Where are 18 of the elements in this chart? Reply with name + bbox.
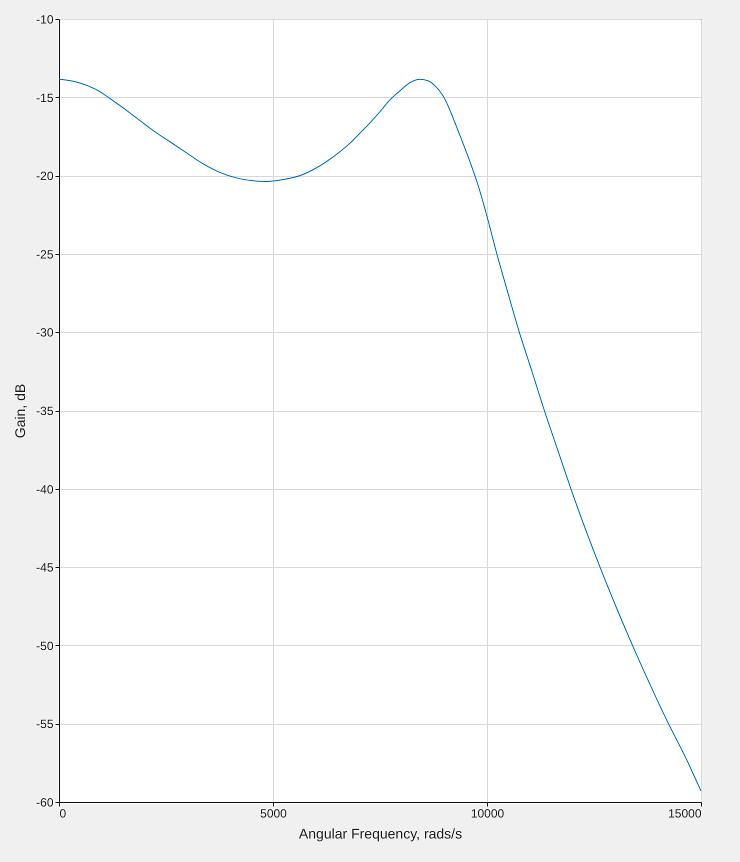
y-tick-label: -10 bbox=[36, 12, 54, 26]
line-series bbox=[58, 78, 702, 792]
y-tick-label: -50 bbox=[36, 638, 54, 653]
y-axis-title: Gain, dB bbox=[12, 384, 28, 438]
x-tick-label: 10000 bbox=[470, 806, 505, 820]
y-tick-label: -15 bbox=[36, 90, 54, 105]
x-tick-label: 5000 bbox=[260, 806, 288, 820]
y-tick-label: -45 bbox=[36, 560, 54, 575]
y-tick-label: -60 bbox=[36, 796, 54, 810]
x-tick-label: 0 bbox=[60, 806, 66, 820]
y-tick-label: -30 bbox=[36, 326, 54, 340]
y-tick-label: -40 bbox=[36, 482, 54, 496]
y-tick-label: -20 bbox=[36, 169, 54, 184]
x-tick-label: 15000 bbox=[668, 806, 702, 820]
x-axis-title: Angular Frequency, rads/s bbox=[298, 826, 462, 842]
y-tick-label: -35 bbox=[36, 404, 54, 418]
y-tick-label: -25 bbox=[36, 247, 54, 262]
y-tick-label: -55 bbox=[36, 717, 54, 732]
